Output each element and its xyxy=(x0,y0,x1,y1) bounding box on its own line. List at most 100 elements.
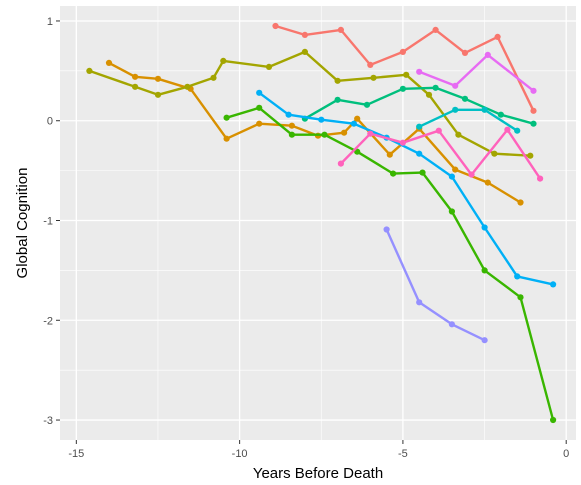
data-point xyxy=(514,127,521,134)
data-point xyxy=(132,83,139,90)
x-tick-label: -15 xyxy=(68,448,84,460)
series-8 xyxy=(383,226,488,344)
data-point xyxy=(132,73,139,80)
data-point xyxy=(403,71,410,78)
series-line xyxy=(303,86,535,125)
y-tick-label: 1 xyxy=(47,16,53,28)
data-point xyxy=(481,224,488,231)
data-point xyxy=(481,106,488,113)
data-point xyxy=(432,26,439,33)
data-point xyxy=(481,337,488,344)
data-point xyxy=(452,82,459,89)
data-point xyxy=(461,49,469,57)
data-point xyxy=(504,126,511,133)
data-point xyxy=(435,127,442,134)
data-point xyxy=(367,130,374,137)
data-point xyxy=(350,120,357,127)
data-point xyxy=(265,63,273,70)
y-tick-label: -1 xyxy=(43,216,53,228)
data-point xyxy=(517,294,524,301)
data-point xyxy=(461,95,469,102)
data-point xyxy=(448,208,455,215)
data-point xyxy=(154,75,162,82)
data-point xyxy=(86,67,93,74)
series-line xyxy=(385,228,486,342)
data-point xyxy=(550,281,557,288)
series-3 xyxy=(86,48,534,159)
data-point xyxy=(484,51,491,59)
data-point xyxy=(530,120,537,127)
data-point xyxy=(334,96,341,103)
series-9 xyxy=(416,51,537,94)
data-point xyxy=(497,111,504,118)
data-point xyxy=(491,150,498,157)
y-tick-label: -2 xyxy=(43,315,53,327)
data-point xyxy=(399,85,406,92)
x-axis-title: Years Before Death xyxy=(253,465,383,482)
data-point xyxy=(425,91,433,98)
data-point xyxy=(220,57,227,64)
data-point xyxy=(334,77,341,84)
data-point xyxy=(550,416,557,424)
y-tick-label: 0 xyxy=(47,116,53,128)
grid-major xyxy=(60,6,576,440)
data-point xyxy=(285,111,292,118)
data-point xyxy=(321,131,328,138)
x-tick-label: 0 xyxy=(563,448,569,460)
series-5 xyxy=(301,84,537,127)
data-point xyxy=(318,116,325,123)
data-point xyxy=(105,59,113,66)
data-point xyxy=(370,74,377,81)
data-point xyxy=(288,131,295,138)
data-point xyxy=(256,120,263,127)
data-point xyxy=(448,321,455,328)
data-point xyxy=(354,115,361,122)
data-point xyxy=(514,273,521,280)
data-point xyxy=(256,89,263,96)
series-lines xyxy=(86,22,557,424)
y-tick-label: -3 xyxy=(43,415,53,427)
series-6 xyxy=(416,106,521,134)
data-point xyxy=(341,129,348,136)
data-point xyxy=(527,152,534,159)
data-point xyxy=(452,166,459,173)
data-point xyxy=(399,139,406,146)
data-point xyxy=(288,122,295,129)
x-axis: -15 -10 -5 0 xyxy=(68,440,569,460)
y-axis: -3 -2 -1 0 1 xyxy=(43,16,60,427)
series-10 xyxy=(337,126,544,182)
data-point xyxy=(517,199,524,206)
data-point xyxy=(301,31,308,38)
data-point xyxy=(455,131,462,138)
data-point xyxy=(530,87,537,94)
series-line xyxy=(418,108,519,132)
data-point xyxy=(363,101,371,108)
data-point xyxy=(494,33,501,41)
data-point xyxy=(184,83,191,90)
data-point xyxy=(390,170,397,177)
data-point xyxy=(484,179,491,186)
data-point xyxy=(367,61,374,68)
data-point xyxy=(416,123,423,130)
data-point xyxy=(399,48,406,56)
data-point xyxy=(223,114,230,121)
data-point xyxy=(448,173,455,180)
data-point xyxy=(481,267,488,274)
series-4 xyxy=(223,104,557,424)
data-point xyxy=(452,106,459,113)
data-point xyxy=(530,107,537,114)
data-point xyxy=(386,151,393,158)
data-point xyxy=(416,299,423,306)
data-point xyxy=(256,104,263,111)
data-point xyxy=(383,226,390,233)
data-point xyxy=(537,175,544,182)
data-point xyxy=(301,48,308,56)
data-point xyxy=(416,150,423,157)
data-point xyxy=(337,26,344,33)
data-point xyxy=(154,91,162,98)
data-point xyxy=(432,84,439,91)
data-point xyxy=(223,135,230,142)
y-axis-title: Global Cognition xyxy=(14,168,31,279)
series-line xyxy=(418,53,535,93)
